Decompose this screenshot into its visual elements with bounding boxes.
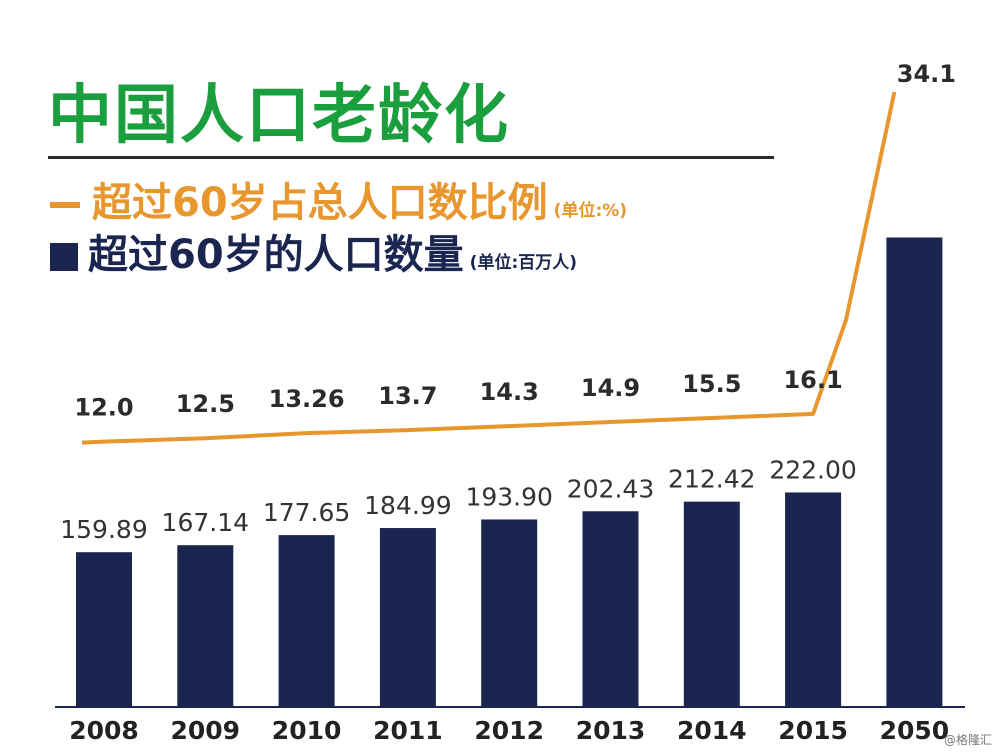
bar-value-label-2014: 212.42 [668,465,755,494]
bar-2008 [76,552,132,706]
bar-2015 [785,492,842,706]
legend-line-unit: (单位:%) [553,201,628,221]
line-value-label-2014: 15.5 [682,370,741,398]
legend-bar-swatch [50,243,78,271]
line-value-label-2015: 16.1 [783,366,842,394]
line-value-label-2011: 13.7 [378,382,437,410]
bar-2014 [683,501,740,706]
bar-value-label-2010: 177.65 [263,498,350,527]
watermark: @格隆汇 [943,733,992,747]
bar-value-label-2008: 159.89 [60,515,147,544]
bar-2012 [481,519,538,706]
bar-2013 [582,511,639,706]
legend-bar-entry: 超过60岁的人口数量 (单位:百万人) [50,222,577,280]
line-value-label-2008: 12.0 [74,394,133,422]
x-tick-label-2014: 2014 [677,716,747,745]
bar-2011 [379,528,436,706]
bar-value-label-2009: 167.14 [162,508,249,537]
bar-2010 [278,535,335,706]
bar-value-label-2013: 202.43 [567,474,654,503]
chart-title: 中国人口老龄化 [48,79,510,153]
line-value-label-2010: 13.26 [269,385,345,413]
x-tick-label-2012: 2012 [474,716,544,745]
x-tick-label-2008: 2008 [69,716,139,745]
x-tick-label-2009: 2009 [171,716,241,745]
legend-line-entry: 超过60岁占总人口数比例 (单位:%) [50,170,627,228]
legend-line-swatch [50,202,80,208]
line-value-label-2009: 12.5 [176,390,235,418]
legend-bar-unit: (单位:百万人) [469,253,578,273]
bar-2009 [177,545,234,706]
line-value-label-2013: 14.9 [581,374,640,402]
legend-line-label: 超过60岁占总人口数比例 [92,180,548,226]
line-value-label-2012: 14.3 [480,378,539,406]
x-tick-label-2010: 2010 [272,716,342,745]
bar-value-label-2012: 193.90 [465,482,552,511]
line-value-label-2050: 34.1 [897,60,956,88]
legend-bar-label: 超过60岁的人口数量 [88,232,464,278]
x-tick-label-2050: 2050 [880,716,950,745]
line-series-path [81,91,897,445]
bar-value-label-2015: 222.00 [769,455,856,484]
x-tick-label-2011: 2011 [373,716,443,745]
x-tick-label-2015: 2015 [778,716,848,745]
title-divider [48,156,774,159]
x-tick-label-2013: 2013 [576,716,646,745]
bar-2050 [886,237,943,707]
bar-value-label-2011: 184.99 [364,491,451,520]
